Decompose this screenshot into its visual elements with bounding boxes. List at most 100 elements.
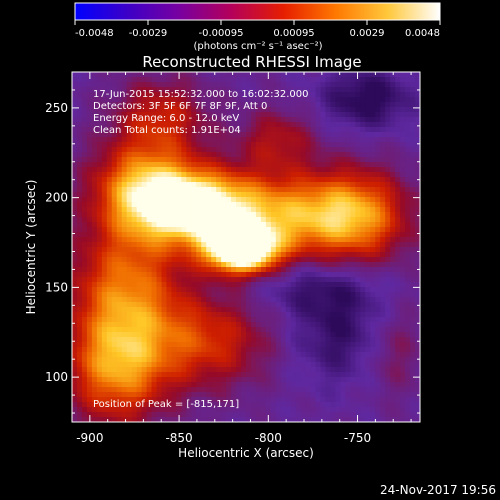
heatmap-cell (315, 287, 322, 293)
heatmap-cell (385, 152, 391, 158)
heatmap-cell (400, 392, 406, 398)
heatmap-cell (131, 392, 138, 398)
heatmap-cell (400, 177, 406, 183)
heatmap-cell (111, 412, 118, 418)
heatmap-cell (305, 417, 312, 422)
heatmap-cell (255, 242, 262, 248)
heatmap-cell (201, 297, 207, 303)
heatmap-cell (196, 217, 202, 223)
heatmap-cell (86, 217, 93, 223)
heatmap-cell (370, 92, 376, 98)
heatmap-cell (415, 287, 420, 293)
heatmap-cell (340, 417, 347, 422)
heatmap-cell (250, 327, 257, 333)
heatmap-cell (280, 247, 287, 253)
heatmap-cell (335, 202, 342, 208)
heatmap-cell (265, 397, 272, 403)
heatmap-cell (330, 132, 337, 138)
heatmap-cell (146, 77, 153, 83)
heatmap-cell (325, 177, 332, 183)
heatmap-cell (121, 337, 128, 343)
heatmap-cell (315, 332, 322, 338)
heatmap-cell (295, 172, 302, 178)
heatmap-cell (181, 402, 187, 408)
heatmap-cell (201, 337, 207, 343)
heatmap-cell (146, 147, 153, 153)
heatmap-cell (370, 227, 376, 233)
heatmap-cell (340, 92, 347, 98)
heatmap-cell (410, 272, 416, 278)
heatmap-cell (370, 272, 376, 278)
heatmap-cell (136, 262, 143, 268)
heatmap-cell (241, 87, 247, 93)
heatmap-cell (335, 357, 342, 363)
heatmap-cell (181, 197, 187, 203)
heatmap-cell (405, 137, 411, 143)
heatmap-cell (196, 412, 202, 418)
heatmap-cell (275, 367, 282, 373)
heatmap-cell (325, 167, 332, 173)
heatmap-cell (310, 222, 317, 228)
heatmap-cell (360, 182, 366, 188)
heatmap-cell (350, 387, 356, 393)
heatmap-cell (370, 392, 376, 398)
heatmap-cell (305, 277, 312, 283)
heatmap-cell (360, 377, 366, 383)
heatmap-cell (325, 172, 332, 178)
heatmap-cell (265, 242, 272, 248)
heatmap-cell (211, 327, 217, 333)
heatmap-cell (265, 177, 272, 183)
heatmap-cell (186, 207, 192, 213)
x-tick-label: -800 (255, 431, 282, 445)
heatmap-cell (101, 97, 108, 103)
heatmap-cell (360, 157, 366, 163)
heatmap-cell (395, 162, 401, 168)
heatmap-cell (390, 232, 396, 238)
heatmap-cell (72, 357, 78, 363)
heatmap-cell (370, 307, 376, 313)
heatmap-cell (76, 302, 83, 308)
heatmap-cell (81, 87, 88, 93)
heatmap-cell (270, 162, 277, 168)
heatmap-cell (236, 267, 242, 273)
heatmap-cell (86, 242, 93, 248)
heatmap-cell (370, 282, 376, 288)
heatmap-cell (196, 137, 202, 143)
heatmap-cell (360, 417, 366, 422)
heatmap-cell (236, 317, 242, 323)
heatmap-cell (151, 162, 158, 168)
heatmap-cell (191, 212, 197, 218)
heatmap-cell (221, 232, 227, 238)
heatmap-cell (330, 147, 337, 153)
heatmap-cell (111, 77, 118, 83)
heatmap-cell (191, 357, 197, 363)
heatmap-cell (290, 262, 297, 268)
heatmap-cell (151, 107, 158, 113)
heatmap-cell (355, 372, 361, 378)
heatmap-cell (345, 102, 351, 108)
heatmap-cell (380, 207, 386, 213)
heatmap-cell (221, 372, 227, 378)
heatmap-cell (91, 337, 98, 343)
heatmap-cell (186, 277, 192, 283)
heatmap-cell (285, 362, 292, 368)
heatmap-cell (295, 267, 302, 273)
heatmap-cell (310, 177, 317, 183)
heatmap-cell (116, 282, 123, 288)
heatmap-cell (350, 107, 356, 113)
heatmap-cell (305, 377, 312, 383)
heatmap-cell (365, 227, 371, 233)
heatmap-cell (375, 262, 381, 268)
heatmap-cell (166, 137, 173, 143)
heatmap-cell (86, 407, 93, 413)
heatmap-cell (156, 267, 163, 273)
heatmap-cell (186, 122, 192, 128)
heatmap-cell (81, 407, 88, 413)
heatmap-cell (201, 417, 207, 422)
heatmap-cell (385, 337, 391, 343)
heatmap-cell (91, 392, 98, 398)
heatmap-cell (275, 362, 282, 368)
heatmap-cell (151, 207, 158, 213)
heatmap-cell (315, 367, 322, 373)
heatmap-cell (226, 242, 232, 248)
